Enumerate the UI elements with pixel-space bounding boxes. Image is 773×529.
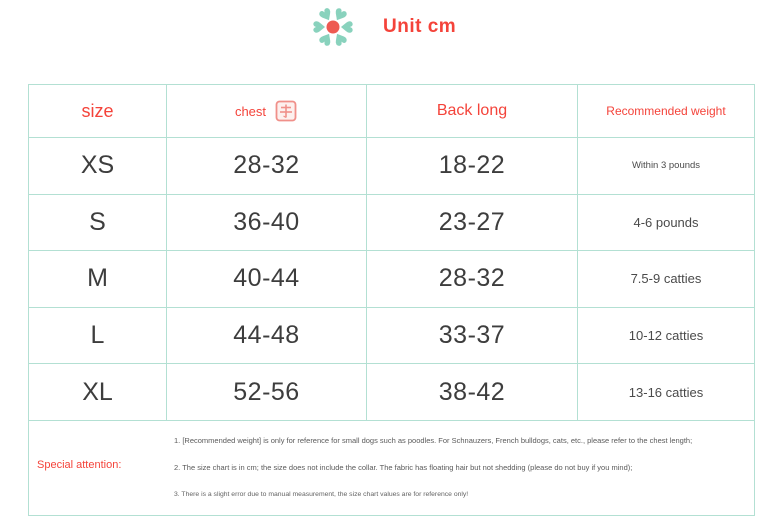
chest-cell: 44-48 (167, 307, 367, 365)
weight-cell: 10-12 catties (578, 308, 754, 365)
weight-cell: 4-6 pounds (578, 195, 754, 252)
chest-cell: 36-40 (167, 194, 367, 252)
note-item-3: 3. There is a slight error due to manual… (174, 491, 469, 499)
column-header-back-long: Back long (367, 85, 578, 138)
back-long-cell: 23-27 (367, 194, 578, 252)
note-item-1: 1. [Recommended weight] is only for refe… (174, 436, 693, 446)
size-cell: M (29, 251, 167, 308)
size-chart-panel: size chest Back long Recommended weight … (28, 84, 755, 516)
note-item-2: 2. The size chart is in cm; the size doe… (174, 463, 633, 473)
special-attention-label: Special attention: (37, 458, 122, 471)
flower-center-dot (326, 20, 340, 34)
chest-cell: 40-44 (167, 251, 367, 308)
column-header-chest: chest (167, 85, 367, 138)
size-cell: XL (29, 364, 167, 421)
page-title: Unit cm (383, 16, 457, 37)
chest-measure-stamp-icon (275, 100, 297, 122)
size-cell: XS (29, 138, 167, 195)
size-table: size chest Back long Recommended weight … (29, 85, 754, 421)
chest-cell: 52-56 (167, 364, 367, 421)
special-attention-section: Special attention: 1. [Recommended weigh… (29, 421, 754, 515)
column-header-recommended-weight: Recommended weight (578, 85, 754, 138)
column-header-size: size (29, 85, 167, 138)
weight-cell: 13-16 catties (578, 364, 754, 421)
chest-cell: 28-32 (167, 138, 367, 195)
size-cell: L (29, 307, 167, 365)
size-cell: S (29, 194, 167, 252)
column-header-chest-label: chest (234, 103, 267, 119)
back-long-cell: 28-32 (367, 251, 578, 308)
back-long-cell: 38-42 (367, 364, 578, 421)
weight-cell: Within 3 pounds (578, 138, 754, 195)
special-attention-notes: 1. [Recommended weight] is only for refe… (167, 421, 754, 515)
flower-icon: ♥ ♥ ♥ ♥ ♥ ♥ (310, 3, 356, 50)
back-long-cell: 33-37 (367, 307, 578, 365)
weight-cell: 7.5-9 catties (578, 251, 754, 308)
back-long-cell: 18-22 (367, 138, 578, 195)
